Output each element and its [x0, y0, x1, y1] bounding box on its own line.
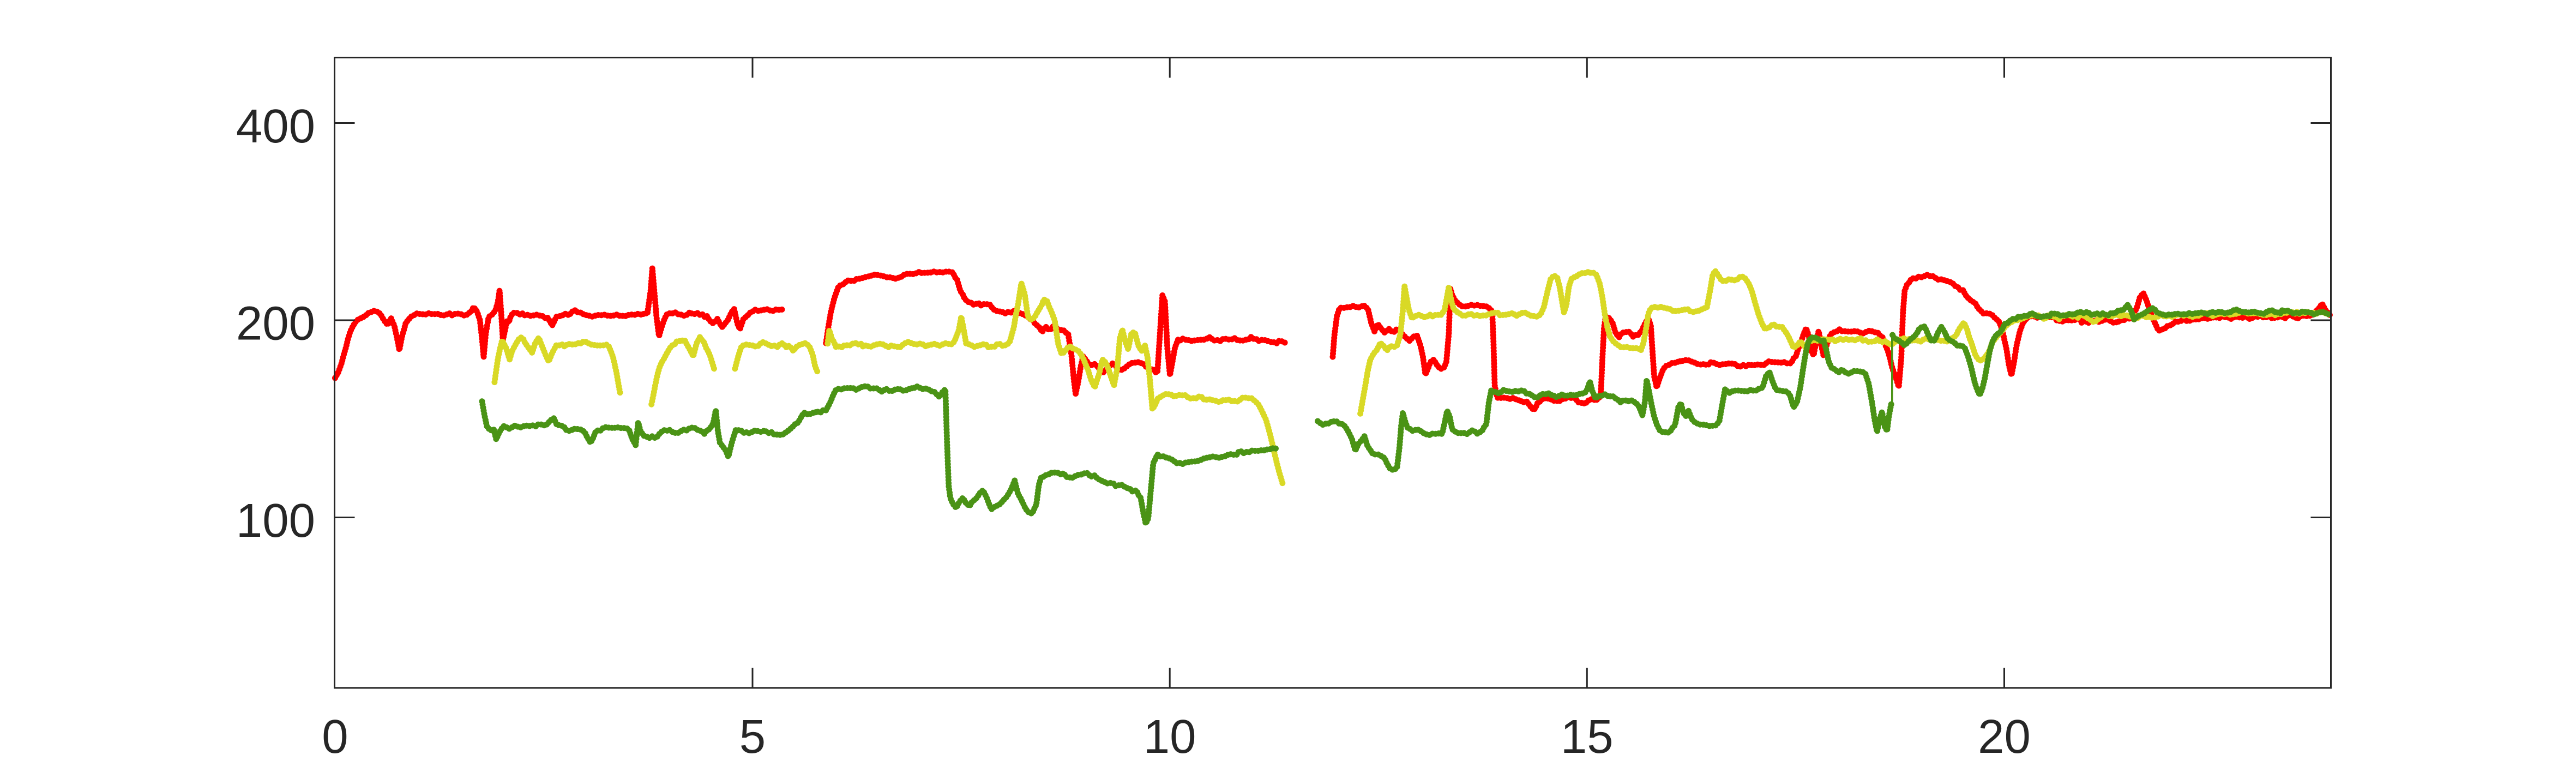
svg-text:10: 10	[1143, 710, 1196, 763]
svg-text:20: 20	[1978, 710, 2031, 763]
svg-text:400: 400	[236, 100, 315, 153]
svg-text:5: 5	[739, 710, 766, 763]
svg-text:100: 100	[236, 494, 315, 547]
svg-text:15: 15	[1561, 710, 1614, 763]
svg-text:200: 200	[236, 297, 315, 350]
svg-text:0: 0	[322, 710, 348, 763]
